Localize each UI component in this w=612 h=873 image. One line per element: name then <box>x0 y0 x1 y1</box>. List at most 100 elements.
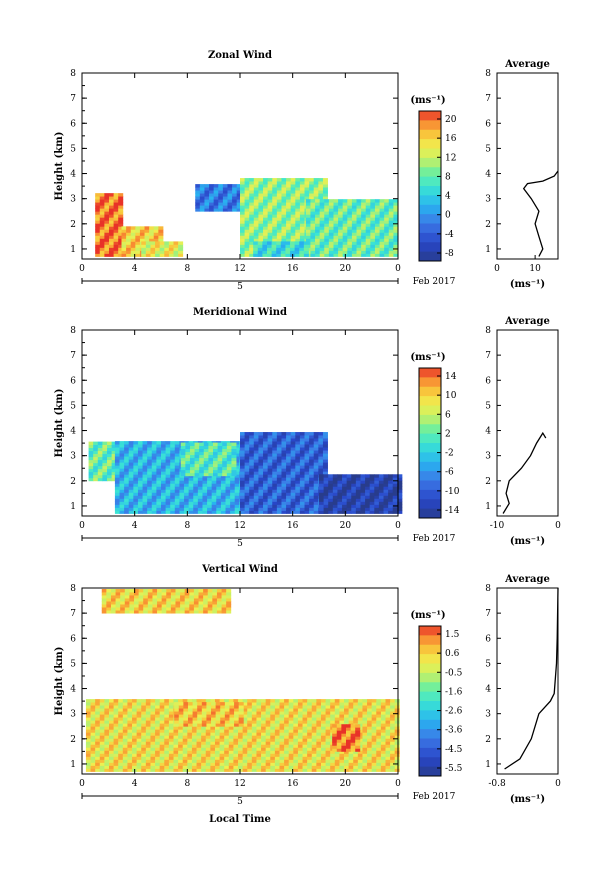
heat-cell <box>385 720 391 724</box>
heat-cell <box>384 208 390 212</box>
heat-cell <box>240 232 246 236</box>
heat-cell <box>224 762 230 766</box>
heat-cell <box>145 723 151 727</box>
heat-region <box>141 241 184 257</box>
heat-cell <box>247 714 253 718</box>
heat-cell <box>304 432 310 436</box>
heat-cell <box>240 217 246 221</box>
heat-region <box>240 432 328 514</box>
heat-cell <box>347 226 353 230</box>
heat-cell <box>276 468 282 472</box>
heat-cell <box>132 738 138 742</box>
heat-cell <box>196 726 202 730</box>
heat-cell <box>234 723 240 727</box>
heat-cell <box>111 441 117 446</box>
heat-cell <box>247 720 253 724</box>
heat-cell <box>101 604 107 608</box>
heat-cell <box>137 471 143 475</box>
heat-cell <box>204 193 210 197</box>
heat-cell <box>346 501 352 505</box>
heat-cell <box>330 702 336 706</box>
heat-cell <box>132 765 138 769</box>
heat-cell <box>350 748 356 752</box>
heat-cell <box>369 477 375 481</box>
heat-cell <box>107 450 113 455</box>
heat-cell <box>371 726 377 730</box>
heat-cell <box>214 768 220 772</box>
heat-cell <box>299 453 305 457</box>
heat-cell <box>85 699 91 703</box>
heat-cell <box>297 768 303 772</box>
y-tick-label: 4 <box>70 170 76 180</box>
heat-cell <box>279 726 285 730</box>
heat-cell <box>361 211 367 215</box>
heat-cell <box>174 498 180 502</box>
heat-cell <box>156 480 162 484</box>
heat-cell <box>114 453 120 457</box>
heat-cell <box>229 705 235 709</box>
heat-cell <box>150 768 156 772</box>
heat-cell <box>229 720 235 724</box>
heat-cell <box>242 705 248 709</box>
heat-cell <box>150 744 156 748</box>
heat-cell <box>142 477 148 481</box>
heat-cell <box>188 492 194 496</box>
heat-cell <box>339 765 345 769</box>
heat-cell <box>365 507 371 511</box>
heat-cell <box>213 193 219 197</box>
heat-cell <box>270 762 276 766</box>
heat-cell <box>288 753 294 757</box>
heat-cell <box>253 435 259 439</box>
heat-cell <box>197 510 203 514</box>
heat-cell <box>183 720 189 724</box>
heat-region <box>85 699 400 772</box>
heat-cell <box>307 753 313 757</box>
heat-cell <box>325 699 331 703</box>
heat-cell <box>210 741 216 745</box>
heat-cell <box>122 726 128 730</box>
heat-cell <box>371 702 377 706</box>
heat-cell <box>397 501 403 505</box>
heat-cell <box>218 202 224 206</box>
heat-cell <box>204 208 210 212</box>
colorbar-tick-label: -14 <box>445 506 460 516</box>
heat-cell <box>315 238 321 242</box>
heat-cell <box>108 250 114 254</box>
heat-cell <box>225 492 231 496</box>
heat-cell <box>299 447 305 451</box>
heat-cell <box>204 196 210 200</box>
heat-cell <box>99 714 105 718</box>
heat-cell <box>258 232 264 236</box>
heat-cell <box>267 441 273 445</box>
heat-cell <box>164 759 170 763</box>
heat-cell <box>170 447 176 451</box>
heat-cell <box>122 750 128 754</box>
heat-cell <box>104 705 110 709</box>
heat-cell <box>388 238 394 242</box>
heat-cell <box>295 190 301 194</box>
heat-cell <box>346 489 352 493</box>
heat-cell <box>155 253 161 257</box>
heat-cell <box>262 244 268 248</box>
heat-cell <box>199 442 205 447</box>
heat-cell <box>345 727 351 731</box>
heat-cell <box>256 750 262 754</box>
heat-cell <box>271 250 277 254</box>
heat-cell <box>178 702 184 706</box>
heat-cell <box>168 250 174 254</box>
heat-cell <box>256 747 262 751</box>
heat-cell <box>309 187 315 191</box>
heat-cell <box>244 214 250 218</box>
heat-cell <box>324 250 330 254</box>
heat-cell <box>390 729 396 733</box>
heat-cell <box>119 462 125 466</box>
heat-cell <box>272 438 278 442</box>
heat-cell <box>251 705 257 709</box>
heat-cell <box>272 223 278 227</box>
heat-cell <box>369 492 375 496</box>
heat-cell <box>367 717 373 721</box>
heat-cell <box>376 717 382 721</box>
heat-cell <box>178 250 184 254</box>
heat-cell <box>201 768 207 772</box>
heat-cell <box>187 714 193 718</box>
